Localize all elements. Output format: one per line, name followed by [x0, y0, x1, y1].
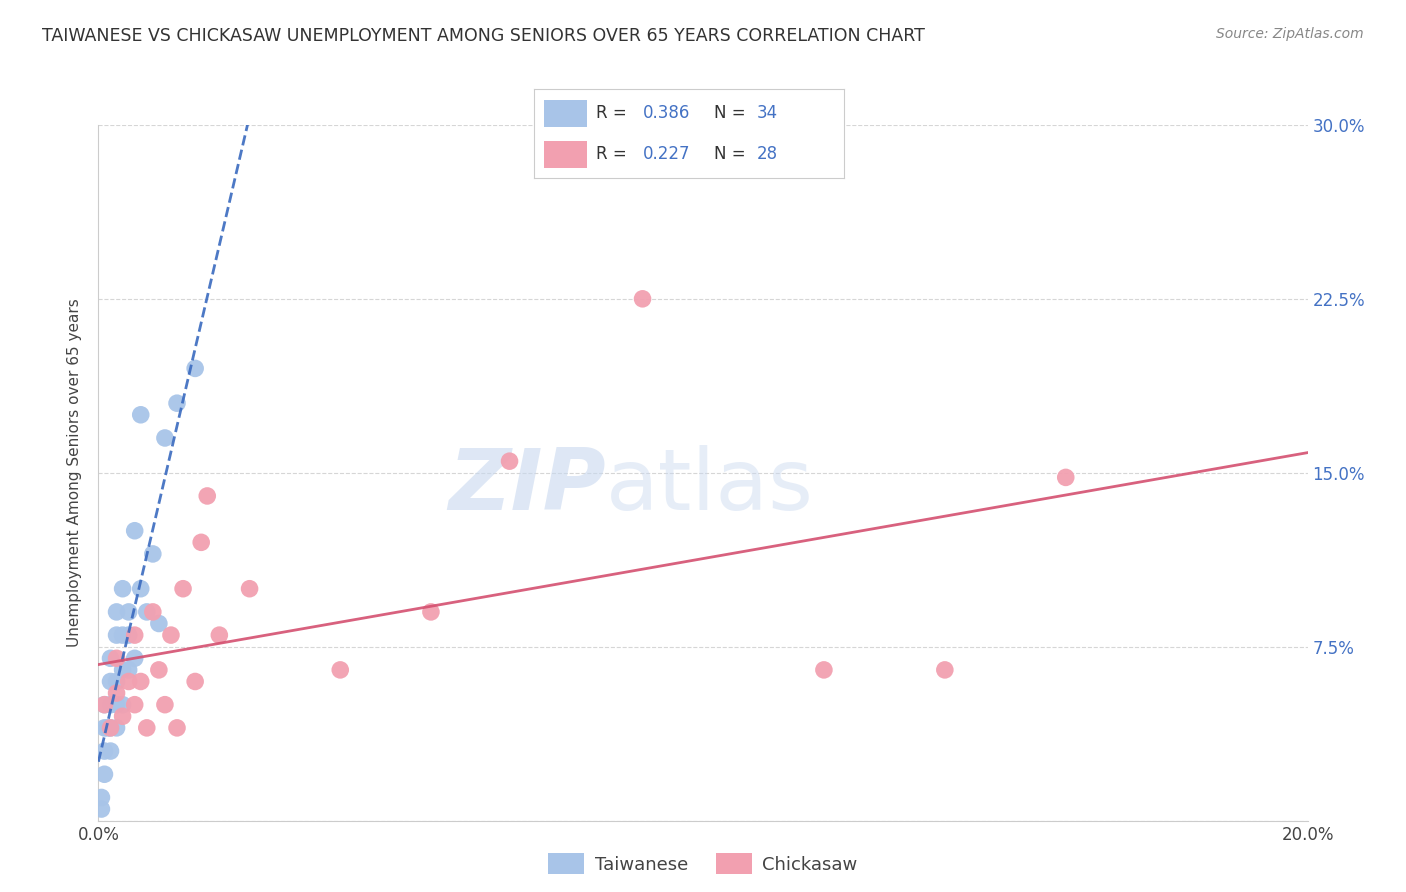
Point	[195, 489, 218, 503]
Point	[172, 582, 194, 596]
Point	[153, 431, 176, 445]
Point	[239, 582, 262, 596]
Point	[93, 721, 115, 735]
Point	[100, 721, 122, 735]
Point	[329, 663, 352, 677]
Point	[90, 802, 112, 816]
Point	[148, 663, 170, 677]
Text: TAIWANESE VS CHICKASAW UNEMPLOYMENT AMONG SENIORS OVER 65 YEARS CORRELATION CHAR: TAIWANESE VS CHICKASAW UNEMPLOYMENT AMON…	[42, 27, 925, 45]
Point	[631, 292, 654, 306]
Point	[105, 605, 128, 619]
Legend: Taiwanese, Chickasaw: Taiwanese, Chickasaw	[541, 846, 865, 881]
Point	[153, 698, 176, 712]
Point	[124, 524, 146, 538]
Point	[96, 721, 118, 735]
Text: atlas: atlas	[606, 445, 814, 528]
Point	[118, 628, 141, 642]
Point	[111, 663, 134, 677]
Point	[111, 582, 134, 596]
Point	[105, 628, 128, 642]
Text: 0.386: 0.386	[643, 104, 690, 122]
Point	[93, 698, 115, 712]
Point	[129, 582, 152, 596]
Text: N =: N =	[714, 145, 751, 163]
Point	[142, 547, 165, 561]
Point	[135, 605, 157, 619]
Point	[105, 674, 128, 689]
Point	[124, 698, 146, 712]
Point	[498, 454, 520, 468]
Point	[129, 674, 152, 689]
Text: Source: ZipAtlas.com: Source: ZipAtlas.com	[1216, 27, 1364, 41]
Point	[90, 790, 112, 805]
Point	[100, 651, 122, 665]
Point	[105, 651, 128, 665]
Point	[184, 674, 207, 689]
Point	[813, 663, 835, 677]
Point	[124, 651, 146, 665]
Point	[100, 698, 122, 712]
Point	[118, 605, 141, 619]
Point	[105, 698, 128, 712]
Point	[118, 663, 141, 677]
Point	[93, 744, 115, 758]
Bar	[544, 100, 586, 127]
Bar	[544, 141, 586, 168]
Point	[124, 628, 146, 642]
Text: 34: 34	[756, 104, 778, 122]
Text: N =: N =	[714, 104, 751, 122]
Point	[93, 767, 115, 781]
Point	[111, 698, 134, 712]
Point	[934, 663, 956, 677]
Point	[142, 605, 165, 619]
Text: ZIP: ZIP	[449, 445, 606, 528]
Text: R =: R =	[596, 104, 633, 122]
Text: 0.227: 0.227	[643, 145, 690, 163]
Text: R =: R =	[596, 145, 633, 163]
Point	[111, 709, 134, 723]
Point	[420, 605, 443, 619]
Point	[100, 674, 122, 689]
Point	[105, 686, 128, 700]
Point	[184, 361, 207, 376]
Point	[1054, 470, 1077, 484]
Text: 28: 28	[756, 145, 778, 163]
Point	[129, 408, 152, 422]
Point	[135, 721, 157, 735]
Point	[118, 674, 141, 689]
Point	[111, 628, 134, 642]
Point	[105, 721, 128, 735]
Point	[166, 721, 188, 735]
Point	[100, 744, 122, 758]
Point	[148, 616, 170, 631]
Point	[190, 535, 212, 549]
Point	[166, 396, 188, 410]
Point	[93, 698, 115, 712]
Point	[100, 721, 122, 735]
Point	[160, 628, 183, 642]
Y-axis label: Unemployment Among Seniors over 65 years: Unemployment Among Seniors over 65 years	[67, 299, 83, 647]
Point	[208, 628, 231, 642]
